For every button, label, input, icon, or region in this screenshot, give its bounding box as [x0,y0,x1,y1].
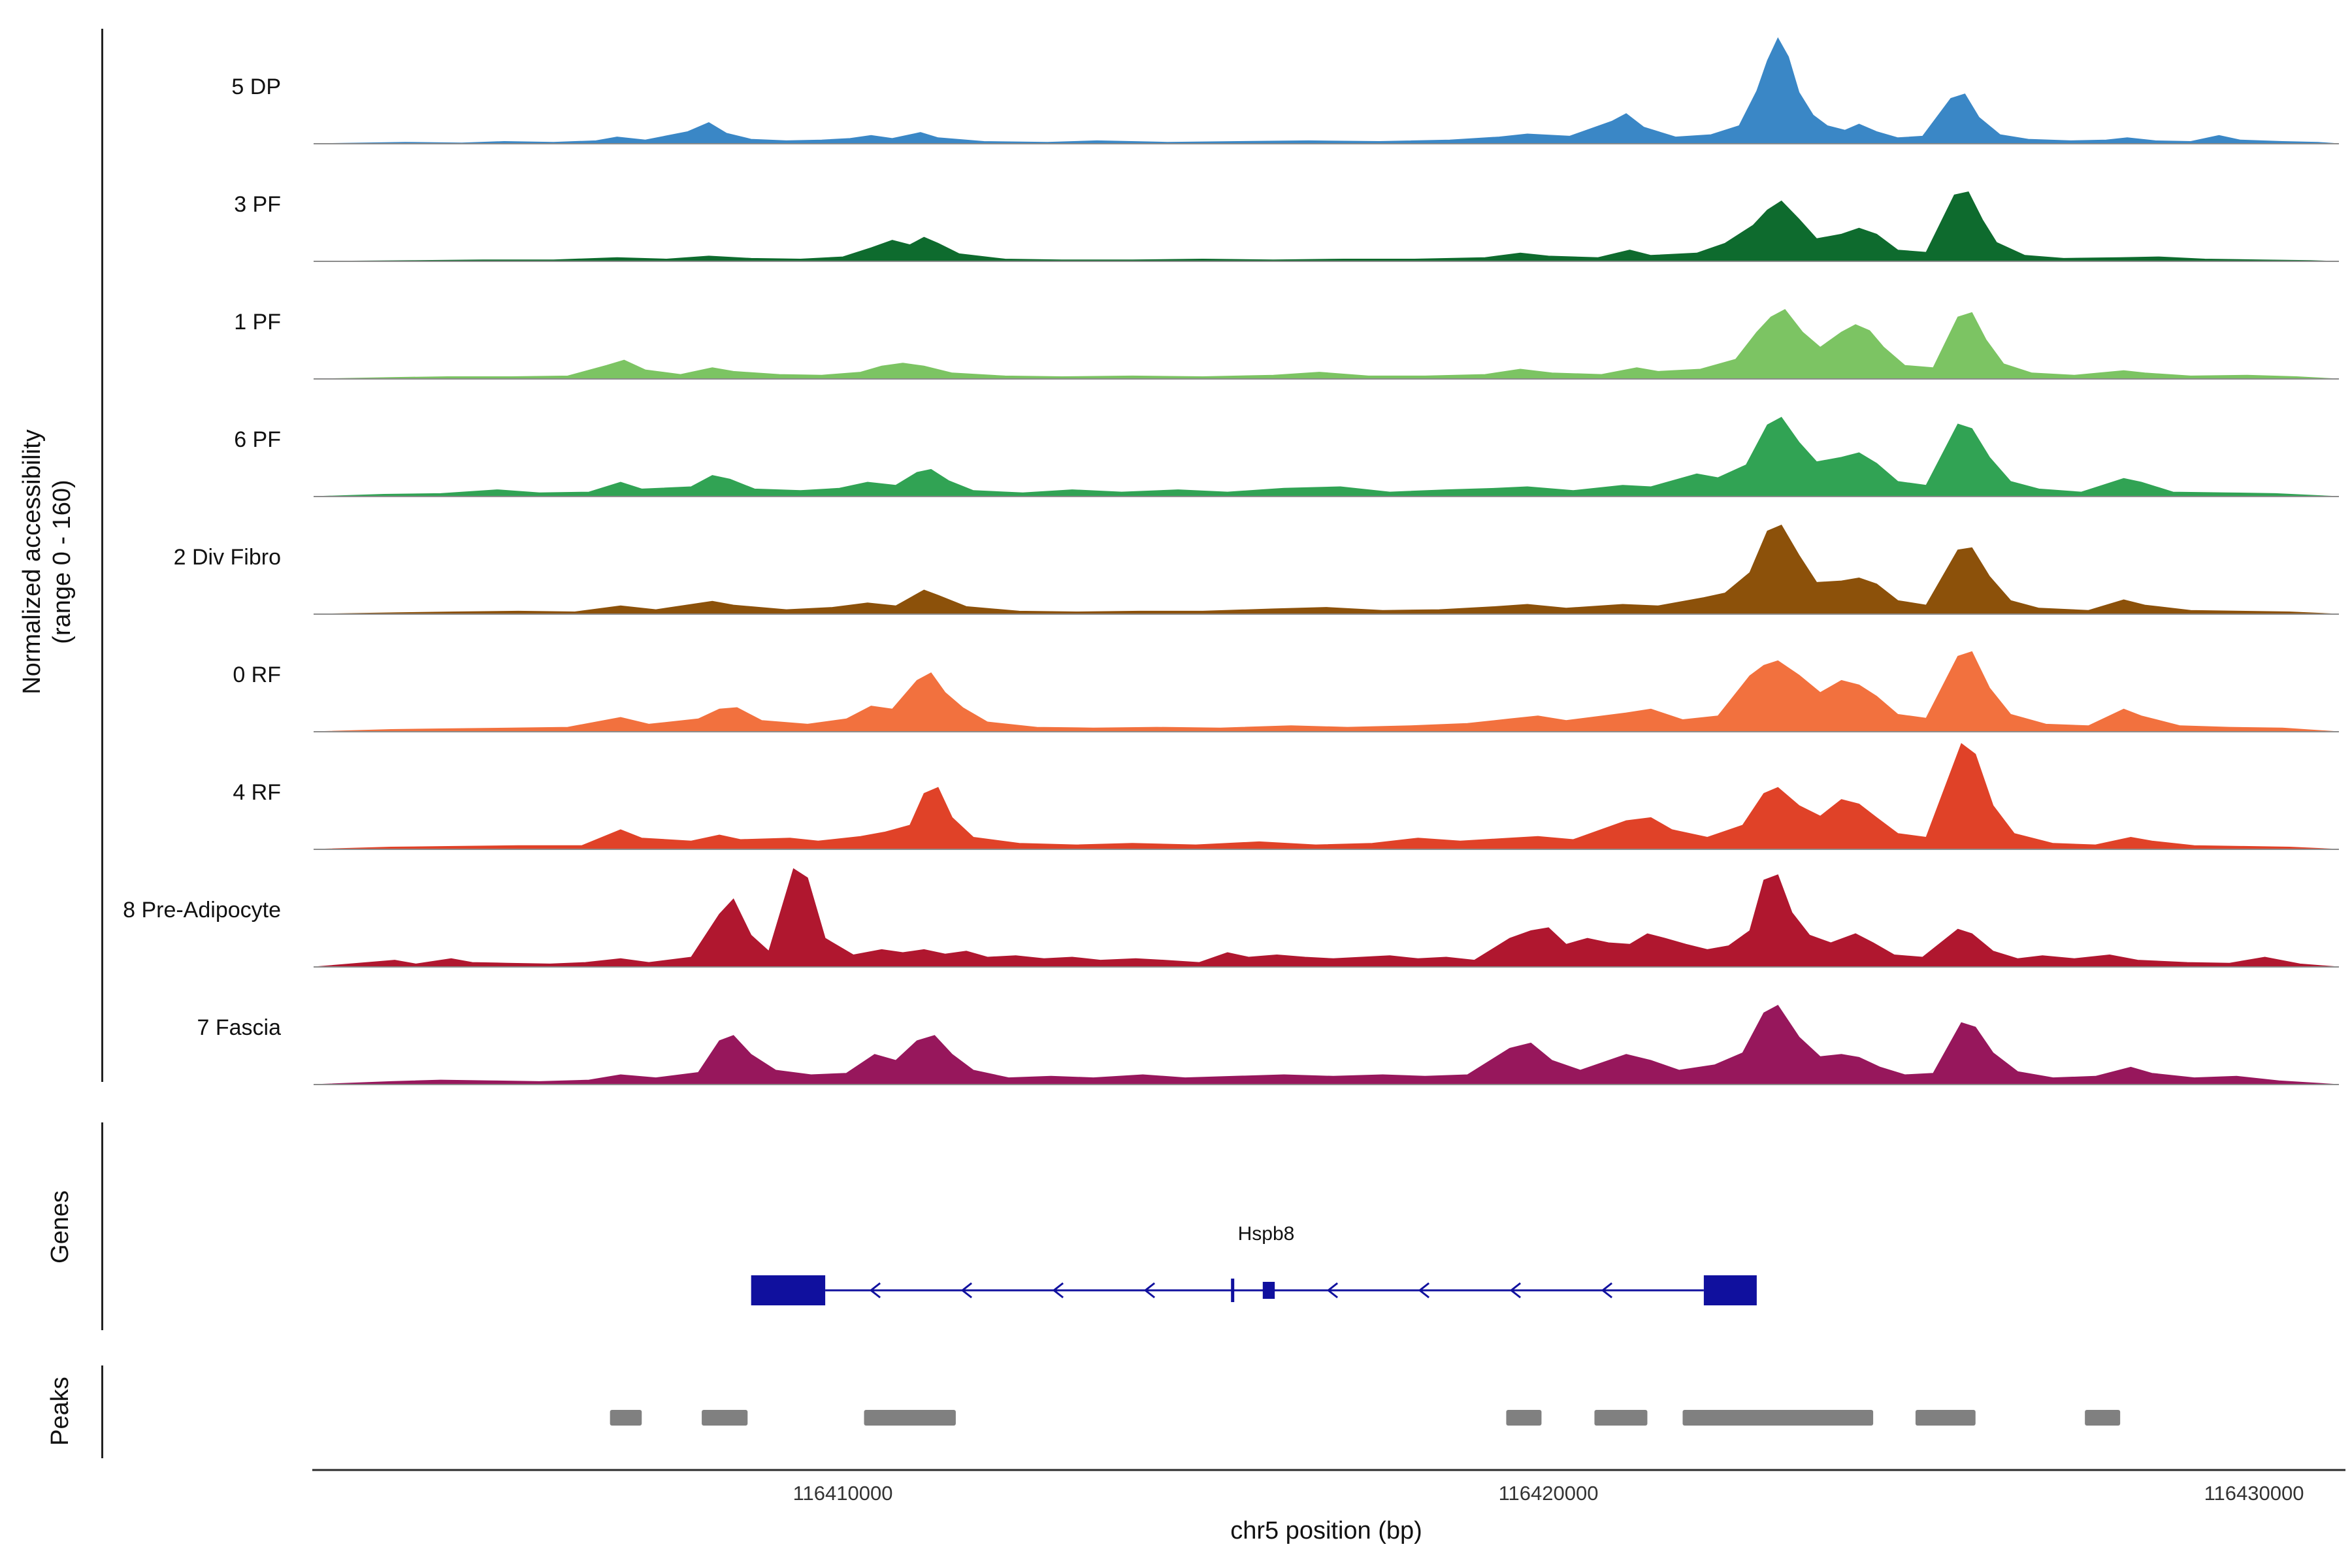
tracks-axis-bracket [101,29,103,1082]
coverage-signal-1-pf [313,308,2340,380]
strand-arrow-left-icon [1418,1282,1430,1299]
genes-axis-bracket [101,1122,103,1330]
strand-arrow-left-icon [869,1282,881,1299]
peaks-section-label: Peaks [46,1377,74,1446]
x-axis-title: chr5 position (bp) [1230,1517,1422,1544]
track-label-7-fascia: 7 Fascia [197,1015,282,1040]
peak-interval [864,1410,956,1426]
peaks-axis-bracket [101,1365,103,1458]
strand-arrow-left-icon [1601,1282,1613,1299]
track-label-5-dp: 5 DP [231,74,281,99]
coverage-signal-6-pf [313,416,2340,497]
strand-arrow-left-icon [960,1282,973,1299]
gene-exon [1703,1275,1757,1305]
peak-interval [2085,1410,2121,1426]
strand-arrow-left-icon [1143,1282,1156,1299]
peak-interval [1682,1410,1874,1426]
peaks-group [610,1410,2121,1426]
gene-exon [751,1275,826,1305]
strand-arrow-left-icon [1052,1282,1064,1299]
track-label-8-pre-adipocyte: 8 Pre-Adipocyte [123,898,281,923]
coverage-signal-0-rf [313,651,2340,732]
track-label-2-div-fibro: 2 Div Fibro [173,545,281,570]
strand-arrow-left-icon [1509,1282,1522,1299]
coverage-tracks-group [313,37,2340,1085]
x-tick-label: 116410000 [792,1482,893,1505]
peak-interval [1594,1410,1648,1426]
coverage-signal-4-rf [313,743,2340,850]
coverage-signal-5-dp [313,37,2340,144]
peak-interval [610,1410,642,1426]
x-tick-label: 116420000 [1498,1482,1599,1505]
gene-exon [1231,1279,1235,1302]
peak-interval [1506,1410,1542,1426]
coverage-signal-7-fascia [313,1004,2340,1085]
coverage-signal-2-div-fibro [313,524,2340,615]
track-label-6-pf: 6 PF [234,427,281,452]
track-labels-container: 5 DP 3 PF 1 PF 6 PF 2 Div Fibro 0 RF 4 RF 8 Pre… [0,0,287,1111]
peak-interval [702,1410,748,1426]
x-tick-label: 116430000 [2204,1482,2304,1505]
track-label-1-pf: 1 PF [234,310,281,335]
strand-arrow-left-icon [1326,1282,1339,1299]
gene-exon [1262,1282,1275,1299]
coverage-signal-8-pre-adipocyte [313,868,2340,968]
peak-interval [1915,1410,1976,1426]
track-label-0-rf: 0 RF [233,662,281,687]
coverage-signal-3-pf [313,191,2340,262]
gene-name-label: Hspb8 [1237,1223,1295,1245]
track-label-4-rf: 4 RF [233,780,281,805]
gene-model-group [751,1275,1757,1305]
track-label-3-pf: 3 PF [234,192,281,217]
